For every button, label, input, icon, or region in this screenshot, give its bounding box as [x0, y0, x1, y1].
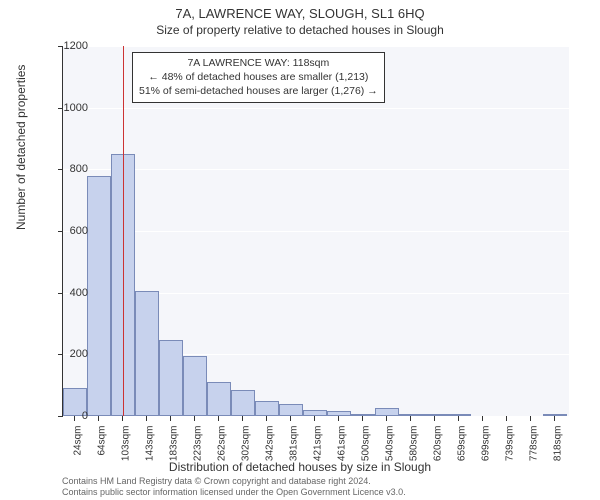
- annotation-box: 7A LAWRENCE WAY: 118sqm ← 48% of detache…: [132, 52, 385, 103]
- xtick-label: 302sqm: [241, 426, 252, 462]
- histogram-bar: [135, 291, 159, 416]
- histogram-bar: [255, 401, 279, 416]
- xtick-mark: [554, 416, 555, 421]
- xtick-label: 143sqm: [145, 426, 156, 462]
- xtick-label: 620sqm: [433, 426, 444, 462]
- histogram-bar: [351, 414, 375, 416]
- gridline: [63, 416, 569, 417]
- footer-line-2: Contains public sector information licen…: [62, 487, 406, 498]
- xtick-label: 659sqm: [457, 426, 468, 462]
- xtick-label: 24sqm: [73, 426, 84, 456]
- xtick-label: 818sqm: [553, 426, 564, 462]
- gridline: [63, 169, 569, 170]
- xtick-mark: [170, 416, 171, 421]
- xtick-label: 500sqm: [361, 426, 372, 462]
- y-axis-label: Number of detached properties: [14, 65, 28, 230]
- histogram-bar: [87, 176, 111, 417]
- gridline: [63, 46, 569, 47]
- chart-subtitle: Size of property relative to detached ho…: [0, 21, 600, 37]
- page-title: 7A, LAWRENCE WAY, SLOUGH, SL1 6HQ: [0, 0, 600, 21]
- ytick-label: 0: [48, 410, 88, 422]
- xtick-mark: [410, 416, 411, 421]
- xtick-mark: [98, 416, 99, 421]
- xtick-mark: [266, 416, 267, 421]
- histogram-bar: [423, 414, 447, 416]
- ytick-label: 1000: [48, 102, 88, 114]
- xtick-label: 64sqm: [97, 426, 108, 456]
- histogram-bar: [231, 390, 255, 416]
- xtick-label: 461sqm: [337, 426, 348, 462]
- xtick-mark: [338, 416, 339, 421]
- histogram-bar: [543, 414, 567, 416]
- xtick-label: 381sqm: [289, 426, 300, 462]
- xtick-mark: [290, 416, 291, 421]
- ytick-label: 200: [48, 348, 88, 360]
- xtick-mark: [482, 416, 483, 421]
- histogram-bar: [183, 356, 207, 416]
- histogram-bar: [207, 382, 231, 416]
- ytick-label: 800: [48, 163, 88, 175]
- ytick-label: 400: [48, 287, 88, 299]
- xtick-mark: [122, 416, 123, 421]
- property-marker-line: [123, 46, 124, 416]
- x-axis-label: Distribution of detached houses by size …: [0, 460, 600, 474]
- xtick-mark: [314, 416, 315, 421]
- footer: Contains HM Land Registry data © Crown c…: [62, 476, 406, 498]
- xtick-label: 739sqm: [505, 426, 516, 462]
- xtick-mark: [362, 416, 363, 421]
- xtick-label: 540sqm: [385, 426, 396, 462]
- ytick-label: 600: [48, 225, 88, 237]
- gridline: [63, 108, 569, 109]
- histogram-bar: [303, 410, 327, 416]
- histogram-bar: [159, 340, 183, 416]
- xtick-label: 699sqm: [481, 426, 492, 462]
- xtick-mark: [434, 416, 435, 421]
- xtick-label: 778sqm: [529, 426, 540, 462]
- ytick-label: 1200: [48, 40, 88, 52]
- xtick-mark: [458, 416, 459, 421]
- chart-container: 7A LAWRENCE WAY: 118sqm ← 48% of detache…: [62, 46, 568, 416]
- gridline: [63, 231, 569, 232]
- histogram-bar: [327, 411, 351, 416]
- xtick-mark: [146, 416, 147, 421]
- xtick-label: 262sqm: [217, 426, 228, 462]
- xtick-mark: [194, 416, 195, 421]
- footer-line-1: Contains HM Land Registry data © Crown c…: [62, 476, 406, 487]
- xtick-mark: [530, 416, 531, 421]
- xtick-mark: [506, 416, 507, 421]
- xtick-label: 183sqm: [169, 426, 180, 462]
- histogram-bar: [279, 404, 303, 416]
- annotation-line-2: ← 48% of detached houses are smaller (1,…: [139, 70, 378, 84]
- xtick-label: 223sqm: [193, 426, 204, 462]
- histogram-bar: [375, 408, 399, 416]
- histogram-bar: [447, 414, 471, 416]
- xtick-label: 342sqm: [265, 426, 276, 462]
- annotation-line-1: 7A LAWRENCE WAY: 118sqm: [139, 56, 378, 70]
- xtick-mark: [242, 416, 243, 421]
- xtick-label: 421sqm: [313, 426, 324, 462]
- annotation-line-3: 51% of semi-detached houses are larger (…: [139, 84, 378, 98]
- histogram-bar: [399, 414, 423, 416]
- xtick-label: 580sqm: [409, 426, 420, 462]
- xtick-label: 103sqm: [121, 426, 132, 462]
- xtick-mark: [218, 416, 219, 421]
- xtick-mark: [386, 416, 387, 421]
